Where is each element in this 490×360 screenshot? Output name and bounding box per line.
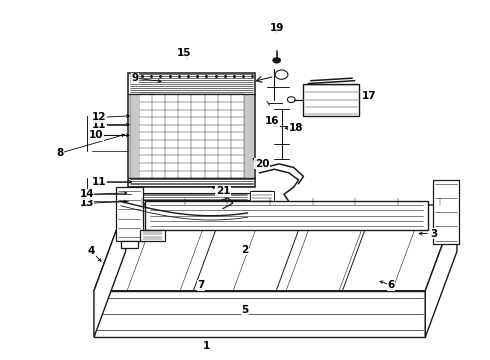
Circle shape: [272, 57, 281, 64]
Text: 5: 5: [242, 305, 248, 315]
Text: 1: 1: [202, 341, 210, 351]
Polygon shape: [121, 241, 138, 248]
Text: 18: 18: [289, 123, 303, 133]
Polygon shape: [128, 73, 255, 187]
Polygon shape: [94, 205, 125, 337]
Polygon shape: [138, 203, 265, 210]
Polygon shape: [140, 230, 165, 241]
Text: 16: 16: [265, 116, 279, 126]
Polygon shape: [94, 205, 457, 291]
Text: 10: 10: [89, 130, 104, 140]
Polygon shape: [133, 214, 274, 221]
Text: 15: 15: [177, 48, 192, 58]
Polygon shape: [94, 291, 425, 337]
Text: 4: 4: [88, 247, 95, 256]
Text: 12: 12: [92, 112, 106, 122]
Text: 11: 11: [92, 177, 106, 187]
Polygon shape: [145, 202, 428, 230]
Polygon shape: [133, 193, 250, 200]
Polygon shape: [250, 191, 274, 203]
Polygon shape: [116, 187, 143, 241]
Text: 3: 3: [430, 229, 438, 239]
Polygon shape: [303, 84, 360, 116]
Text: 9: 9: [132, 73, 139, 83]
Text: 8: 8: [56, 148, 64, 158]
Text: 21: 21: [216, 186, 230, 196]
Polygon shape: [425, 205, 457, 337]
Text: 11: 11: [92, 120, 106, 130]
Polygon shape: [433, 180, 460, 244]
Text: 13: 13: [79, 198, 94, 208]
Text: 17: 17: [362, 91, 376, 101]
Text: 7: 7: [197, 280, 205, 291]
Text: 2: 2: [242, 245, 248, 255]
Text: 6: 6: [388, 280, 395, 291]
Text: 14: 14: [79, 189, 94, 199]
Text: 20: 20: [255, 159, 270, 169]
Text: 19: 19: [270, 23, 284, 33]
